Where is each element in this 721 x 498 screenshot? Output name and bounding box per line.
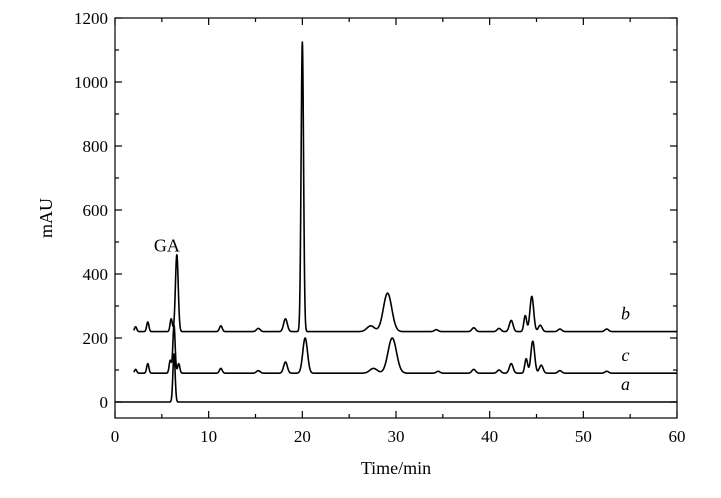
x-tick-label: 60	[669, 427, 686, 446]
y-tick-label: 1000	[74, 73, 108, 92]
trace-a	[114, 353, 678, 403]
x-tick-label: 20	[294, 427, 311, 446]
y-tick-label: 200	[83, 329, 109, 348]
y-tick-label: 400	[83, 265, 109, 284]
x-tick-label: 40	[481, 427, 498, 446]
x-tick-label: 30	[388, 427, 405, 446]
y-tick-label: 600	[83, 201, 109, 220]
x-tick-label: 10	[200, 427, 217, 446]
x-tick-label: 50	[575, 427, 592, 446]
y-tick-label: 0	[100, 393, 109, 412]
y-axis-title: mAU	[36, 198, 56, 238]
plot-frame	[114, 17, 678, 419]
x-axis-title: Time/min	[361, 458, 431, 478]
traces	[114, 41, 678, 403]
labels: b ca GA	[154, 236, 630, 394]
trace-c	[133, 324, 678, 375]
x-tick-label: 0	[111, 427, 120, 446]
peak-annotation: GA	[154, 236, 180, 256]
y-tick-label: 800	[83, 137, 109, 156]
trace-label-c: c	[621, 345, 629, 365]
trace-b	[133, 41, 678, 333]
y-tick-label: 1200	[74, 9, 108, 28]
trace-label-b: b	[621, 304, 630, 324]
trace-label-a: a	[621, 374, 630, 394]
